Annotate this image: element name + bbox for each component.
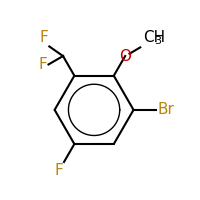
Text: F: F [40, 30, 48, 45]
Text: CH: CH [143, 30, 165, 45]
Text: F: F [39, 57, 48, 72]
Text: O: O [119, 49, 131, 64]
Text: 3: 3 [155, 36, 162, 46]
Text: F: F [54, 163, 63, 178]
Text: Br: Br [157, 102, 174, 117]
